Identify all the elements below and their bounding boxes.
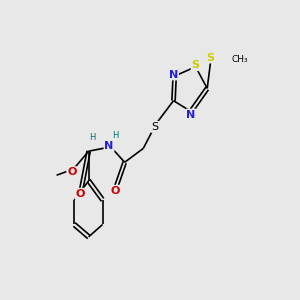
Text: H: H	[89, 133, 95, 142]
Text: S: S	[207, 52, 215, 63]
Text: CH₃: CH₃	[232, 55, 248, 64]
Text: N: N	[186, 110, 196, 119]
Text: O: O	[111, 186, 120, 196]
Text: O: O	[67, 167, 76, 177]
Text: N: N	[104, 141, 114, 151]
Text: S: S	[192, 60, 200, 70]
Text: H: H	[112, 131, 119, 140]
Text: N: N	[169, 70, 178, 80]
Text: O: O	[75, 189, 85, 199]
Text: S: S	[152, 122, 158, 132]
